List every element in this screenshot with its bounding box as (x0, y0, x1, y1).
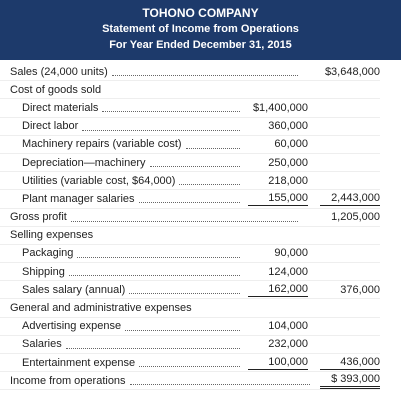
amount: 232,000 (268, 338, 308, 351)
row: Plant manager salaries 155,000 2,443,000 (0, 190, 380, 209)
amount: 436,000 (320, 355, 380, 371)
label: Advertising expense (22, 320, 122, 333)
label: Packaging (22, 247, 74, 260)
title: TOHONO COMPANY (142, 6, 259, 20)
amount: $1,400,000 (252, 101, 308, 114)
row: Income from operations $ 393,000 (0, 372, 380, 391)
row: General and administrative expenses (0, 299, 380, 318)
row: Direct materials $1,400,000 (0, 99, 380, 118)
row: Machinery repairs (variable cost) 60,000 (0, 136, 380, 154)
subtitle: Statement of Income from Operations (102, 23, 299, 35)
amount: 2,443,000 (320, 191, 380, 207)
row: Cost of goods sold (0, 81, 380, 100)
label: Gross profit (10, 211, 67, 224)
row: Depreciation—machinery 250,000 (0, 154, 380, 173)
label: Cost of goods sold (10, 83, 102, 96)
amount: $3,648,000 (324, 65, 380, 78)
row: Gross profit 1,205,000 (0, 209, 380, 227)
label: Machinery repairs (variable cost) (22, 138, 182, 151)
amount: 376,000 (340, 283, 380, 296)
label: Salaries (22, 338, 62, 351)
label: General and administrative expenses (10, 302, 192, 315)
label: Utilities (variable cost, $64,000) (22, 174, 176, 187)
row: Salaries 232,000 (0, 336, 380, 354)
label: Direct labor (22, 120, 79, 133)
label: Selling expenses (10, 229, 94, 242)
amount: 218,000 (268, 174, 308, 187)
amount: 124,000 (268, 265, 308, 278)
amount: 155,000 (248, 191, 308, 207)
amount: 360,000 (268, 120, 308, 133)
label: Entertainment expense (22, 356, 136, 369)
label: Direct materials (22, 101, 99, 114)
label: Income from operations (10, 374, 126, 387)
period: For Year Ended December 31, 2015 (109, 39, 292, 51)
label: Depreciation—machinery (22, 156, 146, 169)
label: Sales salary (annual) (22, 283, 126, 296)
row: Advertising expense 104,000 (0, 318, 380, 336)
row: Entertainment expense 100,000 436,000 (0, 354, 380, 373)
row: Direct labor 360,000 (0, 118, 380, 136)
label: Sales (24,000 units) (10, 65, 108, 78)
statement: Sales (24,000 units) $3,648,000 Cost of g… (0, 63, 401, 391)
label: Plant manager salaries (22, 192, 135, 205)
amount: 100,000 (248, 355, 308, 371)
row: Sales (24,000 units) $3,648,000 (0, 63, 380, 82)
row: Shipping 124,000 (0, 263, 380, 282)
amount: 90,000 (274, 247, 308, 260)
row: Sales salary (annual) 162,000 376,000 (0, 281, 380, 300)
amount: $ 393,000 (320, 372, 380, 390)
row: Utilities (variable cost, $64,000) 218,00… (0, 172, 380, 191)
amount: 250,000 (268, 156, 308, 169)
amount: 1,205,000 (331, 211, 380, 224)
label: Shipping (22, 265, 65, 278)
amount: 60,000 (274, 138, 308, 151)
amount: 162,000 (248, 282, 308, 298)
row: Packaging 90,000 (0, 245, 380, 264)
amount: 104,000 (268, 320, 308, 333)
row: Selling expenses (0, 227, 380, 245)
header: TOHONO COMPANY Statement of Income from … (0, 0, 401, 60)
